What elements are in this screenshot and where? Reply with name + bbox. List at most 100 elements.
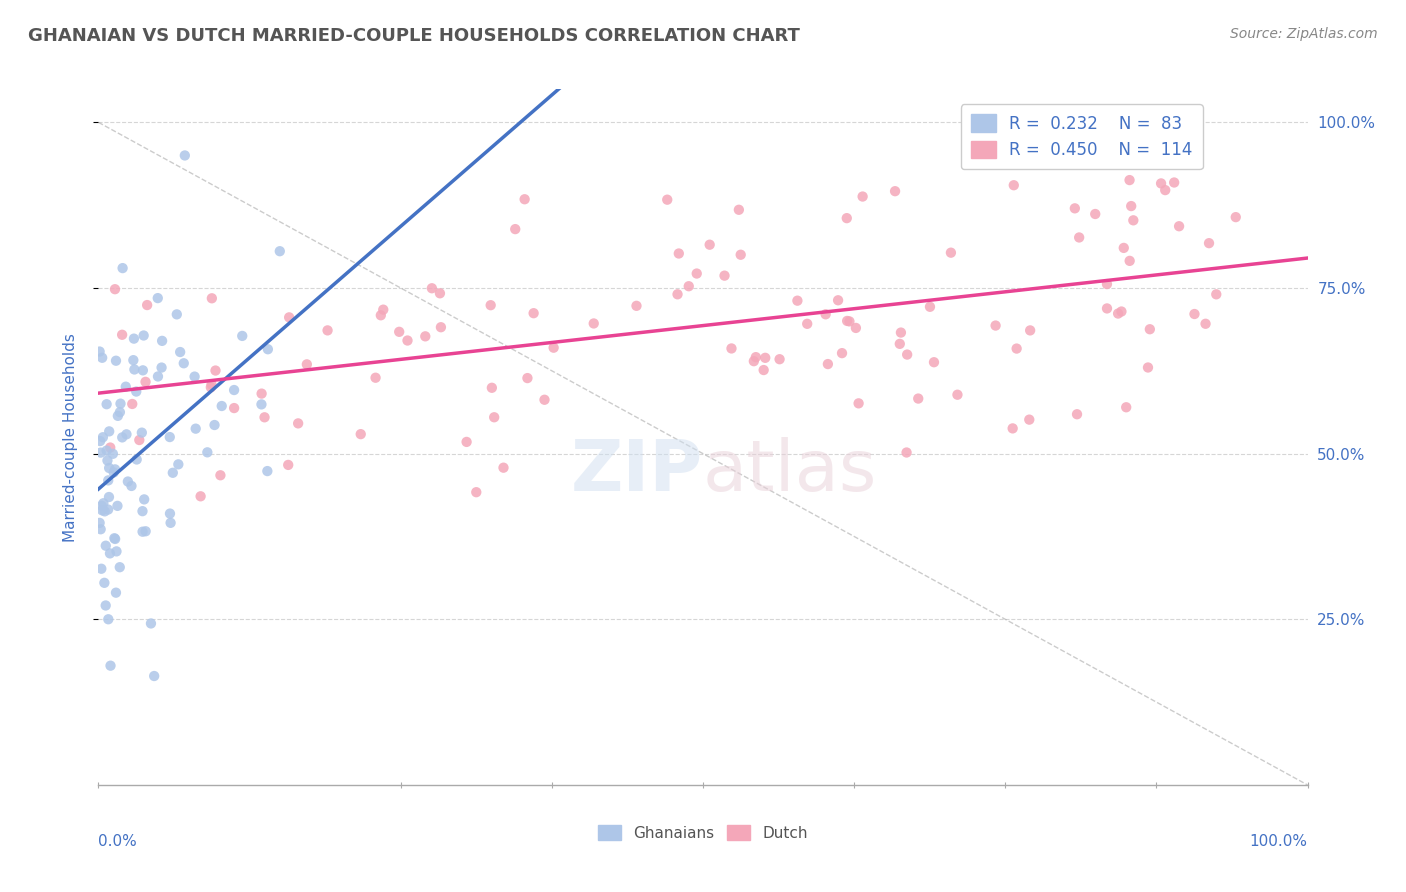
Point [503, 222, 526, 236]
Point [1112, 241, 1135, 255]
Point [98, 441, 121, 455]
Point [666, 287, 689, 301]
Point [107, 409, 129, 423]
Point [103, 466, 125, 480]
Point [104, 585, 127, 599]
Point [1122, 213, 1144, 227]
Point [204, 417, 226, 432]
Point [1115, 401, 1137, 415]
Point [837, 314, 859, 328]
Point [1001, 421, 1024, 435]
Point [162, 466, 184, 480]
Point [350, 427, 373, 442]
Point [814, 307, 837, 321]
Point [96, 453, 118, 467]
Point [1019, 323, 1042, 337]
Point [827, 293, 849, 308]
Point [1002, 178, 1025, 193]
Point [533, 392, 555, 407]
Point [657, 193, 679, 207]
Point [481, 381, 503, 395]
Point [1136, 360, 1159, 375]
Point [128, 433, 150, 447]
Point [1225, 210, 1247, 224]
Point [100, 658, 122, 673]
Point [1107, 307, 1129, 321]
Point [730, 248, 752, 262]
Point [582, 317, 605, 331]
Point [132, 328, 155, 343]
Point [1118, 253, 1140, 268]
Point [884, 184, 907, 198]
Point [946, 388, 969, 402]
Point [373, 302, 395, 317]
Point [91, 430, 114, 444]
Point [94, 539, 117, 553]
Point [131, 425, 153, 440]
Point [699, 237, 721, 252]
Point [1118, 173, 1140, 187]
Point [256, 464, 278, 478]
Point [200, 377, 222, 392]
Point [626, 299, 648, 313]
Point [104, 353, 127, 368]
Point [107, 499, 129, 513]
Point [482, 410, 505, 425]
Point [98, 490, 121, 504]
Point [96, 397, 118, 411]
Y-axis label: Married-couple Households: Married-couple Households [63, 333, 77, 541]
Point [167, 458, 190, 472]
Point [1184, 307, 1206, 321]
Point [173, 356, 195, 370]
Point [668, 246, 690, 260]
Point [754, 351, 776, 365]
Point [465, 485, 488, 500]
Point [146, 369, 169, 384]
Point [1095, 301, 1118, 316]
Point [492, 460, 515, 475]
Point [90, 499, 112, 513]
Point [91, 351, 114, 365]
Point [513, 192, 536, 206]
Point [104, 532, 127, 546]
Point [195, 445, 218, 459]
Point [111, 430, 134, 444]
Point [768, 352, 790, 367]
Point [111, 327, 134, 342]
Text: GHANAIAN VS DUTCH MARRIED-COUPLE HOUSEHOLDS CORRELATION CHART: GHANAIAN VS DUTCH MARRIED-COUPLE HOUSEHO… [28, 27, 800, 45]
Point [131, 504, 153, 518]
Point [1150, 177, 1173, 191]
Point [136, 298, 159, 312]
Point [231, 329, 253, 343]
Point [104, 462, 127, 476]
Point [1026, 135, 1049, 149]
Point [166, 307, 188, 321]
Point [103, 531, 125, 545]
Point [845, 321, 868, 335]
Point [890, 326, 912, 340]
Point [848, 396, 870, 410]
Point [89, 516, 111, 530]
Point [131, 524, 153, 539]
Point [114, 380, 136, 394]
Point [396, 334, 419, 348]
Point [121, 479, 143, 493]
Point [93, 496, 115, 510]
Point [200, 380, 222, 394]
Point [108, 560, 131, 574]
Point [97, 474, 120, 488]
Point [918, 300, 941, 314]
Point [678, 279, 700, 293]
Point [896, 347, 918, 361]
Point [135, 375, 157, 389]
Point [817, 357, 839, 371]
Point [250, 397, 273, 411]
Point [278, 310, 301, 325]
Point [922, 355, 945, 369]
Point [115, 427, 138, 442]
Point [159, 516, 181, 530]
Point [108, 405, 131, 419]
Point [388, 325, 411, 339]
Point [122, 353, 145, 368]
Point [479, 298, 502, 312]
